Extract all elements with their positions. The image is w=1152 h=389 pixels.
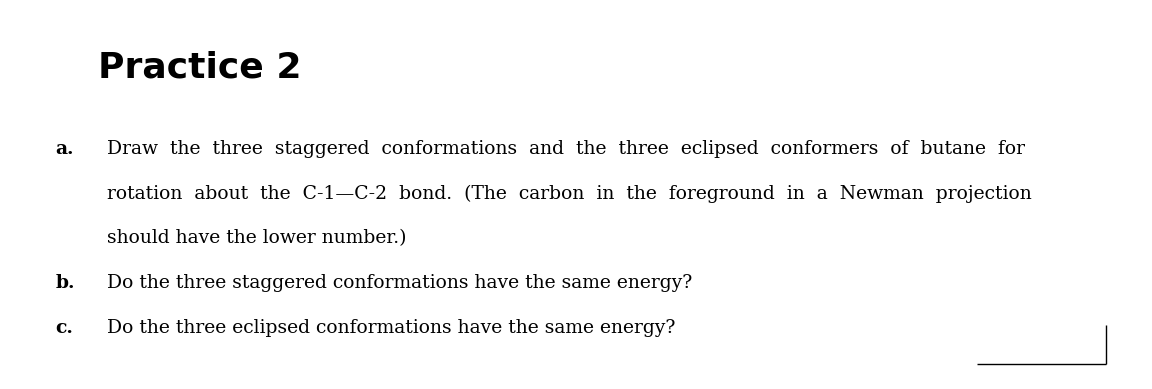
Text: Practice 2: Practice 2 xyxy=(98,51,302,84)
Text: Draw  the  three  staggered  conformations  and  the  three  eclipsed  conformer: Draw the three staggered conformations a… xyxy=(107,140,1025,158)
Text: a.: a. xyxy=(55,140,74,158)
Text: c.: c. xyxy=(55,319,74,337)
Text: rotation  about  the  C-1—C-2  bond.  (The  carbon  in  the  foreground  in  a  : rotation about the C-1—C-2 bond. (The ca… xyxy=(107,185,1032,203)
Text: Do the three eclipsed conformations have the same energy?: Do the three eclipsed conformations have… xyxy=(107,319,675,337)
Text: b.: b. xyxy=(55,274,75,292)
Text: Do the three staggered conformations have the same energy?: Do the three staggered conformations hav… xyxy=(107,274,692,292)
Text: should have the lower number.): should have the lower number.) xyxy=(107,230,407,247)
